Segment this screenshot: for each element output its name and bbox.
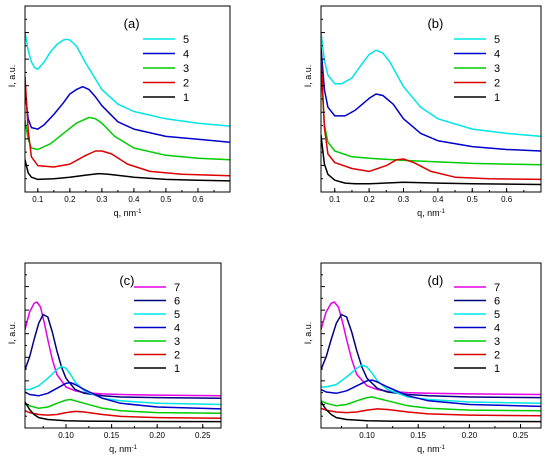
series-line-3 bbox=[321, 396, 541, 412]
y-axis-label: I, a.u. bbox=[303, 65, 313, 88]
series-line-2 bbox=[321, 54, 541, 181]
x-tick-label: 0.20 bbox=[149, 431, 165, 440]
x-tick-label: 0.5 bbox=[160, 195, 172, 204]
series-line-3 bbox=[25, 398, 221, 415]
x-axis-label: q, nm-1 bbox=[417, 444, 446, 454]
x-tick-label: 0.15 bbox=[410, 431, 426, 440]
legend: 5 4 3 2 1 bbox=[143, 34, 189, 104]
series-line-3 bbox=[321, 69, 541, 166]
series-line-4 bbox=[321, 379, 541, 408]
legend: 7 65 43 21 bbox=[454, 282, 500, 375]
series-line-6 bbox=[321, 313, 541, 399]
legend-label-3: 3 bbox=[494, 63, 500, 75]
panel-label: (c) bbox=[119, 273, 134, 288]
legend-label-1: 1 bbox=[174, 363, 180, 375]
panel-label: (d) bbox=[427, 273, 443, 288]
series-line-6 bbox=[25, 313, 221, 400]
legend-label-1: 1 bbox=[494, 363, 500, 375]
legend-label-6: 6 bbox=[494, 296, 500, 308]
legend-label-1: 1 bbox=[183, 92, 189, 104]
legend-label-4: 4 bbox=[494, 323, 500, 335]
series-line-4 bbox=[25, 381, 221, 410]
legend-label-4: 4 bbox=[494, 49, 500, 61]
x-tick-label: 0.1 bbox=[329, 195, 341, 204]
chart-panel-1: 0.1 0.2 0.3 0.4 0.5 0.6 q, nm-1 I, a.u. (b) 5 4 3 2 1 bbox=[303, 5, 542, 218]
x-axis-label: q, nm-1 bbox=[417, 208, 446, 218]
series-line-2 bbox=[25, 76, 230, 177]
series-line-2 bbox=[25, 410, 221, 420]
x-tick-label: 0.25 bbox=[195, 431, 211, 440]
legend-label-2: 2 bbox=[174, 350, 180, 362]
series-line-7 bbox=[321, 301, 541, 396]
legend-label-3: 3 bbox=[183, 63, 189, 75]
legend-label-4: 4 bbox=[183, 49, 189, 61]
legend-label-7: 7 bbox=[494, 282, 500, 294]
x-axis-label: q, nm-1 bbox=[114, 208, 143, 218]
x-tick-label: 0.10 bbox=[58, 431, 74, 440]
x-axis-label: q, nm-1 bbox=[109, 444, 138, 454]
x-tick-label: 0.10 bbox=[359, 431, 375, 440]
legend-label-3: 3 bbox=[494, 336, 500, 348]
panel-label: (b) bbox=[427, 16, 443, 31]
legend-label-3: 3 bbox=[174, 336, 180, 348]
legend: 5 4 3 2 1 bbox=[454, 34, 500, 104]
panel-label: (a) bbox=[124, 16, 140, 31]
y-axis-label: I, a.u. bbox=[7, 65, 17, 88]
x-tick-label: 0.4 bbox=[128, 195, 140, 204]
legend-label-1: 1 bbox=[494, 92, 500, 104]
x-tick-label: 0.2 bbox=[364, 195, 376, 204]
chart-panel-3: 0.10 0.15 0.20 0.25 q, nm-1 I, a.u. (d) 7 65 43 21 bbox=[303, 262, 542, 454]
series-line-3 bbox=[25, 116, 230, 161]
legend: 7 65 43 21 bbox=[134, 282, 180, 375]
legend-label-6: 6 bbox=[174, 296, 180, 308]
chart-panel-0: 0.1 0.2 0.3 0.4 0.5 0.6 q, nm-1 I, a.u. (a) 5 4 3 2 1 bbox=[7, 5, 231, 218]
series-line-1 bbox=[25, 159, 230, 182]
series-line-1 bbox=[25, 401, 221, 423]
series-line-7 bbox=[25, 301, 221, 397]
x-tick-label: 0.2 bbox=[64, 195, 76, 204]
legend-label-2: 2 bbox=[183, 78, 189, 90]
series-line-5 bbox=[25, 32, 230, 127]
series-line-2 bbox=[321, 407, 541, 417]
x-tick-label: 0.4 bbox=[432, 195, 444, 204]
x-tick-label: 0.20 bbox=[462, 431, 478, 440]
series-line-1 bbox=[321, 134, 541, 186]
x-tick-label: 0.15 bbox=[104, 431, 120, 440]
x-tick-label: 0.3 bbox=[96, 195, 108, 204]
legend-label-4: 4 bbox=[174, 323, 180, 335]
x-tick-label: 0.6 bbox=[192, 195, 204, 204]
legend-label-5: 5 bbox=[494, 309, 500, 321]
x-tick-label: 0.25 bbox=[513, 431, 529, 440]
chart-panel-2: 0.10 0.15 0.20 0.25 q, nm-1 I, a.u. (c) 7 65 43 21 bbox=[7, 262, 222, 454]
series-line-1 bbox=[321, 401, 541, 423]
series-line-5 bbox=[321, 364, 541, 405]
legend-label-2: 2 bbox=[494, 78, 500, 90]
y-axis-label: I, a.u. bbox=[7, 322, 17, 345]
y-axis-label: I, a.u. bbox=[303, 322, 313, 345]
series-line-4 bbox=[321, 47, 541, 152]
x-tick-label: 0.6 bbox=[501, 195, 513, 204]
series-line-5 bbox=[25, 365, 221, 406]
x-tick-label: 0.1 bbox=[32, 195, 44, 204]
legend-label-7: 7 bbox=[174, 282, 180, 294]
legend-label-5: 5 bbox=[174, 309, 180, 321]
x-tick-label: 0.5 bbox=[467, 195, 479, 204]
legend-label-5: 5 bbox=[183, 34, 189, 46]
series-line-5 bbox=[321, 32, 541, 138]
legend-label-5: 5 bbox=[494, 34, 500, 46]
x-tick-label: 0.3 bbox=[398, 195, 410, 204]
legend-label-2: 2 bbox=[494, 350, 500, 362]
series-line-4 bbox=[25, 85, 230, 143]
